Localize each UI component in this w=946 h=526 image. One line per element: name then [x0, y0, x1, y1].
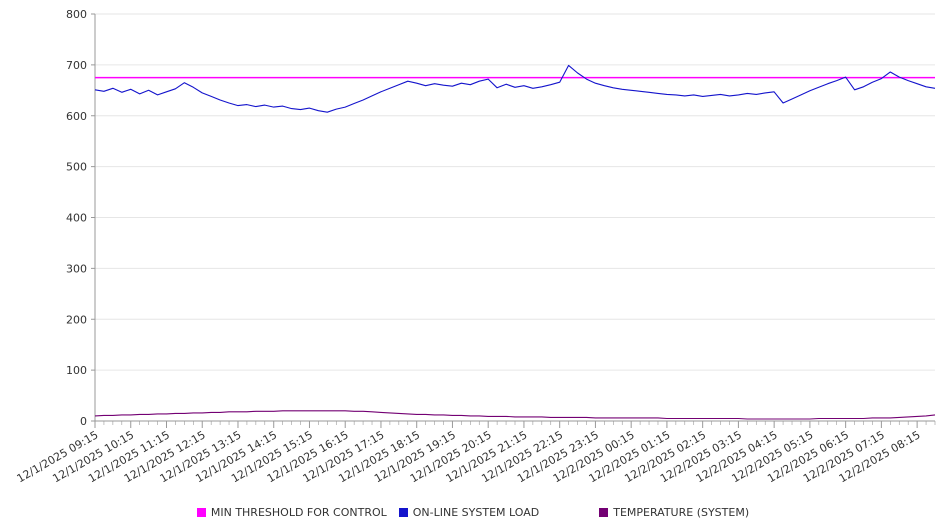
legend-swatch-temperature-icon — [599, 508, 609, 517]
legend-swatch-min-threshold-icon — [196, 508, 206, 517]
series-temperature-system- — [94, 410, 936, 420]
legend-item-temperature[interactable]: TEMPERATURE (SYSTEM) — [599, 506, 749, 519]
legend-item-system-load[interactable]: ON-LINE SYSTEM LOAD — [398, 506, 540, 519]
y-axis-label: 100 — [66, 364, 87, 377]
y-axis-label: 500 — [66, 161, 87, 174]
y-axis-label: 400 — [66, 212, 87, 225]
y-axis-label: 0 — [80, 415, 87, 428]
y-axis-label: 600 — [66, 110, 87, 123]
legend-label-temperature: TEMPERATURE (SYSTEM) — [613, 506, 750, 519]
legend-item-min-threshold[interactable]: MIN THRESHOLD FOR CONTROL — [196, 506, 387, 519]
y-axis-label: 700 — [66, 59, 87, 72]
y-axis-label: 200 — [66, 313, 87, 326]
legend-label-system-load: ON-LINE SYSTEM LOAD — [412, 506, 540, 519]
legend-label-min-threshold: MIN THRESHOLD FOR CONTROL — [210, 506, 387, 519]
series-on-line-system-load — [94, 64, 936, 113]
legend: MIN THRESHOLD FOR CONTROL ON-LINE SYSTEM… — [0, 506, 946, 519]
legend-swatch-system-load-icon — [398, 508, 408, 517]
y-axis-label: 800 — [66, 8, 87, 21]
y-axis-label: 300 — [66, 262, 87, 275]
